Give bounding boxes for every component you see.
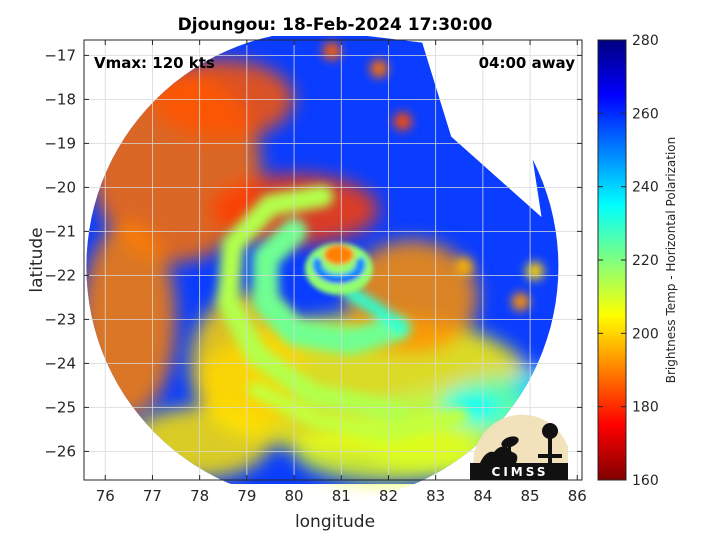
x-axis: 76 77 78 79 80 81 82 83 84 85 86 xyxy=(96,40,587,505)
x-tick-label: 77 xyxy=(143,487,162,505)
x-tick-label: 82 xyxy=(379,487,398,505)
grid-lines xyxy=(84,40,582,480)
x-tick-label: 84 xyxy=(473,487,492,505)
colorbar-tick-label: 240 xyxy=(632,180,659,196)
y-tick-label: −25 xyxy=(44,398,76,416)
colorbar-tick-label: 220 xyxy=(632,253,659,269)
y-tick-label: −22 xyxy=(44,266,76,284)
x-tick-label: 80 xyxy=(285,487,304,505)
y-tick-label: −24 xyxy=(44,354,76,372)
x-tick-label: 76 xyxy=(96,487,115,505)
x-tick-label: 83 xyxy=(426,487,445,505)
colorbar: 160 180 200 220 240 260 280 Brightness Temp - … xyxy=(597,33,678,489)
colorbar-tick-label: 200 xyxy=(632,326,659,342)
colorbar-tick-label: 260 xyxy=(632,106,659,122)
y-tick-label: −26 xyxy=(44,442,76,460)
time-offset-annotation: 04:00 away xyxy=(479,54,576,72)
x-tick-label: 85 xyxy=(521,487,540,505)
axes-frame xyxy=(83,39,583,481)
y-tick-label: −20 xyxy=(44,178,76,196)
x-tick-label: 86 xyxy=(568,487,587,505)
colorbar-label: Brightness Temp - Horizontal Polarizatio… xyxy=(664,137,678,384)
x-tick-label: 81 xyxy=(332,487,351,505)
cimss-logo: CIMSS xyxy=(470,414,568,480)
x-tick-label: 78 xyxy=(190,487,209,505)
x-tick-label: 79 xyxy=(237,487,256,505)
colorbar-tick-label: 280 xyxy=(632,33,659,49)
y-tick-label: −18 xyxy=(44,90,76,108)
y-tick-label: −21 xyxy=(44,222,76,240)
colorbar-tick-label: 180 xyxy=(632,400,659,416)
y-tick-label: −19 xyxy=(44,134,76,152)
x-axis-label: longitude xyxy=(295,512,375,532)
svg-text:CIMSS: CIMSS xyxy=(492,465,549,479)
y-tick-label: −23 xyxy=(44,310,76,328)
y-tick-label: −17 xyxy=(44,46,76,64)
vmax-annotation: Vmax: 120 kts xyxy=(94,54,215,72)
colorbar-tick-label: 160 xyxy=(632,473,659,489)
chart-title: Djoungou: 18-Feb-2024 17:30:00 xyxy=(178,15,493,35)
y-axis: −17 −18 −19 −20 −21 −22 −23 −24 −25 −26 xyxy=(44,46,582,460)
y-axis-label: latitude xyxy=(27,227,47,292)
